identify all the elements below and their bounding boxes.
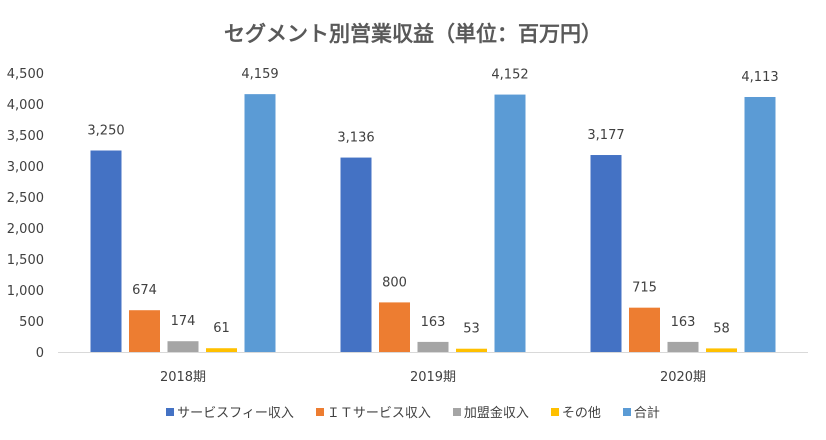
legend-swatch [166, 407, 175, 416]
bar [90, 150, 122, 352]
data-label: 3,177 [587, 128, 624, 143]
bar [744, 96, 776, 352]
chart-title: セグメント別営業収益（単位：百万円） [224, 22, 602, 46]
legend-label: 加盟金収入 [463, 406, 529, 421]
x-tick-label: 2019期 [410, 370, 456, 385]
y-tick-label: 0 [36, 346, 44, 361]
legend-label: ＩＴサービス収入 [326, 406, 431, 421]
legend-swatch [452, 407, 461, 416]
x-tick-label: 2020期 [660, 370, 706, 385]
legend-swatch [315, 407, 324, 416]
bar [629, 307, 660, 352]
x-tick-label: 2018期 [160, 370, 206, 385]
bar [590, 155, 622, 352]
y-tick-label: 4,000 [7, 98, 44, 113]
y-tick-label: 2,500 [7, 191, 44, 206]
data-label: 715 [632, 281, 657, 296]
legend-item: サービスフィー収入 [166, 402, 294, 421]
legend-item: 合計 [622, 402, 660, 421]
legend-label: 合計 [633, 406, 660, 421]
data-label: 4,113 [741, 70, 778, 85]
data-label: 3,136 [337, 131, 374, 146]
bar [244, 94, 276, 352]
data-label: 53 [463, 322, 480, 337]
data-label: 163 [421, 315, 446, 330]
data-label: 174 [171, 314, 196, 329]
data-label: 674 [132, 283, 157, 298]
legend-item: 加盟金収入 [452, 402, 529, 421]
y-tick-label: 1,000 [7, 284, 44, 299]
y-tick-label: 3,500 [7, 129, 44, 144]
legend-swatch [550, 407, 559, 416]
data-label: 58 [713, 321, 730, 336]
legend-swatch [622, 407, 631, 416]
data-label: 3,250 [87, 124, 124, 139]
legend-item: ＩＴサービス収入 [315, 402, 431, 421]
bar [167, 341, 199, 352]
legend: サービスフィー収入 ＩＴサービス収入 加盟金収入 その他 合計 [0, 402, 826, 421]
bar [456, 348, 487, 352]
y-tick-label: 4,500 [7, 67, 44, 82]
y-tick-label: 500 [19, 315, 44, 330]
bar [667, 341, 699, 352]
bar [206, 348, 237, 352]
bar [340, 157, 372, 352]
bar [129, 310, 160, 352]
bar [706, 348, 737, 352]
y-tick-label: 3,000 [7, 160, 44, 175]
data-label: 163 [671, 315, 696, 330]
data-label: 61 [213, 321, 230, 336]
data-label: 800 [382, 275, 407, 290]
y-tick-label: 1,500 [7, 253, 44, 268]
bar [494, 94, 526, 353]
legend-label: その他 [561, 406, 601, 421]
data-label: 4,152 [491, 68, 528, 83]
bar [379, 302, 410, 352]
legend-item: その他 [550, 402, 601, 421]
legend-label: サービスフィー収入 [177, 406, 294, 421]
data-label: 4,159 [241, 67, 278, 82]
bar [417, 341, 449, 352]
y-tick-label: 2,000 [7, 222, 44, 237]
